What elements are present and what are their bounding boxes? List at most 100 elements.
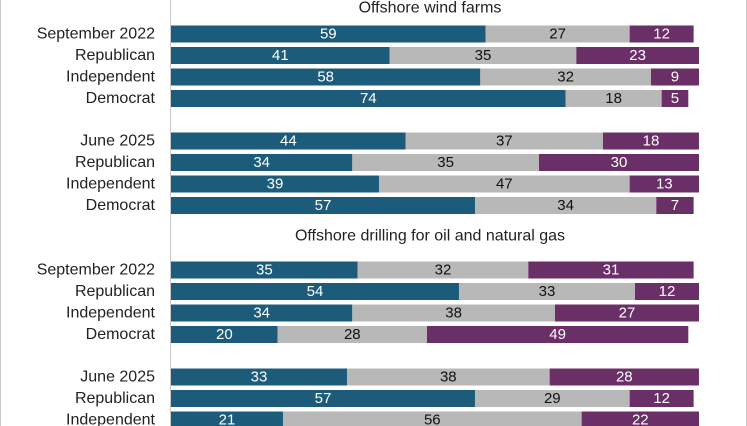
data-label-neutral: 47 bbox=[496, 176, 513, 193]
data-label-favor: 39 bbox=[267, 176, 284, 193]
data-label-oppose: 13 bbox=[656, 176, 673, 193]
bar-segment-neutral bbox=[352, 304, 555, 322]
data-label-oppose: 31 bbox=[603, 262, 620, 279]
bar-segment-favor bbox=[171, 261, 358, 279]
chart-content: Offshore wind farms September 2022 59 27 12 R… bbox=[37, 0, 699, 426]
data-label-favor: 20 bbox=[216, 326, 233, 343]
data-label-neutral: 56 bbox=[424, 412, 441, 426]
bar-segment-favor bbox=[171, 390, 475, 407]
data-label-favor: 41 bbox=[272, 47, 289, 64]
data-label-oppose: 7 bbox=[671, 197, 679, 214]
data-label-favor: 33 bbox=[251, 369, 268, 386]
bar-segment-neutral bbox=[352, 154, 539, 171]
data-label-oppose: 12 bbox=[653, 390, 670, 407]
data-label-neutral: 29 bbox=[544, 390, 561, 407]
row-label: Republican bbox=[75, 154, 155, 171]
row-label: Democrat bbox=[86, 326, 156, 343]
row-label: Republican bbox=[75, 47, 155, 64]
data-label-favor: 34 bbox=[253, 305, 270, 322]
bar-segment-favor bbox=[171, 283, 459, 300]
data-label-oppose: 30 bbox=[611, 154, 628, 171]
data-label-neutral: 28 bbox=[344, 326, 361, 343]
row-label: September 2022 bbox=[37, 262, 155, 279]
data-label-oppose: 23 bbox=[629, 47, 646, 64]
bar-segment-oppose bbox=[581, 411, 699, 426]
data-label-neutral: 32 bbox=[557, 69, 574, 86]
bar-segment-oppose bbox=[661, 90, 689, 107]
bar-segment-favor bbox=[171, 25, 486, 43]
bar-segment-neutral bbox=[405, 132, 603, 150]
bar-segment-neutral bbox=[565, 90, 662, 107]
bar-segment-neutral bbox=[277, 326, 427, 343]
data-label-neutral: 18 bbox=[605, 90, 622, 107]
data-label-neutral: 38 bbox=[445, 305, 462, 322]
bar-segment-oppose bbox=[554, 304, 699, 322]
bar-segment-oppose bbox=[650, 68, 699, 86]
data-label-neutral: 32 bbox=[435, 262, 452, 279]
row-label: September 2022 bbox=[37, 26, 155, 43]
data-label-favor: 59 bbox=[320, 26, 337, 43]
row-label: Independent bbox=[66, 69, 156, 86]
data-label-neutral: 27 bbox=[549, 26, 566, 43]
bar-segment-neutral bbox=[346, 368, 550, 386]
data-label-oppose: 5 bbox=[671, 90, 679, 107]
data-label-neutral: 35 bbox=[475, 47, 492, 64]
section-title: Offshore drilling for oil and natural ga… bbox=[295, 228, 565, 245]
bar-segment-favor bbox=[171, 368, 347, 386]
bar-segment-oppose bbox=[426, 326, 689, 343]
row-label: Republican bbox=[75, 283, 155, 300]
row-label: Republican bbox=[75, 390, 155, 407]
bar-segment-neutral bbox=[378, 175, 630, 193]
data-label-favor: 34 bbox=[253, 154, 270, 171]
bar-segment-oppose bbox=[629, 390, 694, 407]
bar-segment-favor bbox=[171, 68, 481, 86]
data-label-neutral: 38 bbox=[440, 369, 457, 386]
bar-segment-favor bbox=[171, 47, 390, 64]
data-label-oppose: 18 bbox=[643, 133, 660, 150]
bar-segment-neutral bbox=[389, 47, 577, 64]
bar-segment-oppose bbox=[528, 261, 694, 279]
bar-segment-favor bbox=[171, 175, 379, 193]
bar-segment-oppose bbox=[634, 283, 699, 300]
data-label-favor: 74 bbox=[360, 90, 377, 107]
row-label: Independent bbox=[66, 412, 156, 426]
bar-segment-oppose bbox=[602, 132, 699, 150]
bar-segment-oppose bbox=[629, 175, 699, 193]
row-label: June 2025 bbox=[80, 133, 155, 150]
bar-segment-neutral bbox=[474, 197, 657, 214]
data-label-oppose: 22 bbox=[632, 412, 649, 426]
data-label-neutral: 34 bbox=[557, 197, 574, 214]
bar-segment-favor bbox=[171, 90, 566, 107]
bar-segment-oppose bbox=[629, 25, 694, 43]
data-label-favor: 58 bbox=[317, 69, 334, 86]
data-label-oppose: 27 bbox=[619, 305, 636, 322]
bar-segment-neutral bbox=[480, 68, 651, 86]
data-label-favor: 57 bbox=[315, 390, 332, 407]
row-label: Independent bbox=[66, 305, 156, 322]
bar-segment-oppose bbox=[656, 197, 694, 214]
row-label: Democrat bbox=[86, 90, 156, 107]
bar-segment-neutral bbox=[458, 283, 635, 300]
row-label: Independent bbox=[66, 176, 156, 193]
data-label-oppose: 49 bbox=[549, 326, 566, 343]
data-label-oppose: 12 bbox=[653, 26, 670, 43]
bar-segment-neutral bbox=[485, 25, 630, 43]
bar-segment-neutral bbox=[282, 411, 582, 426]
bar-segment-neutral bbox=[474, 390, 630, 407]
row-label: Democrat bbox=[86, 197, 156, 214]
data-label-favor: 57 bbox=[315, 197, 332, 214]
bar-segment-oppose bbox=[549, 368, 699, 386]
bar-segment-favor bbox=[171, 154, 353, 171]
data-label-favor: 35 bbox=[256, 262, 273, 279]
bar-segment-favor bbox=[171, 304, 353, 322]
data-label-favor: 54 bbox=[307, 283, 324, 300]
section-title: Offshore wind farms bbox=[359, 0, 502, 17]
row-label: June 2025 bbox=[80, 369, 155, 386]
data-label-neutral: 33 bbox=[539, 283, 556, 300]
data-label-favor: 21 bbox=[219, 412, 236, 426]
data-label-neutral: 37 bbox=[496, 133, 513, 150]
data-label-favor: 44 bbox=[280, 133, 297, 150]
bar-segment-oppose bbox=[576, 47, 699, 64]
bar-segment-neutral bbox=[357, 261, 529, 279]
data-label-oppose: 28 bbox=[616, 369, 633, 386]
